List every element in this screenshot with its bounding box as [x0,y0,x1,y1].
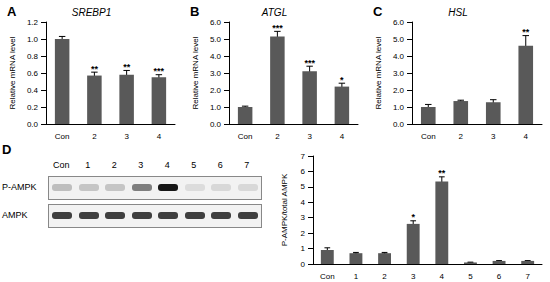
svg-text:0.0: 0.0 [393,120,405,129]
html-text:2: 2 [111,160,117,170]
svg-text:1: 1 [301,244,306,253]
svg-text:B: B [190,4,199,19]
html-text:1: 1 [85,160,91,170]
svg-text:4: 4 [440,272,445,281]
svg-text:SREBP1: SREBP1 [72,7,111,18]
svg-text:0.0: 0.0 [210,120,222,129]
svg-text:1.0: 1.0 [27,35,39,44]
svg-text:***: *** [272,23,283,33]
svg-text:5.0: 5.0 [393,35,405,44]
svg-text:3: 3 [307,132,312,141]
svg-text:P-AMPK/total AMPK: P-AMPK/total AMPK [280,173,289,246]
svg-text:7: 7 [301,152,306,161]
svg-text:HSL: HSL [448,7,467,18]
svg-text:4: 4 [524,132,529,141]
svg-text:**: ** [91,64,99,74]
svg-text:0.4: 0.4 [27,86,39,95]
svg-text:5: 5 [301,182,306,191]
svg-text:2: 2 [459,132,464,141]
svg-text:1.0: 1.0 [210,103,222,112]
html-text:4: 4 [164,160,170,170]
svg-text:6.0: 6.0 [210,18,222,27]
svg-text:C: C [373,4,383,19]
svg-text:Relative mRNA level: Relative mRNA level [8,36,17,109]
svg-text:2: 2 [92,132,97,141]
svg-text:3: 3 [301,213,306,222]
svg-text:5: 5 [468,272,473,281]
svg-text:4.0: 4.0 [210,52,222,61]
svg-text:***: *** [154,66,165,76]
html-text:P-AMPK: P-AMPK [2,182,37,192]
html-text:6: 6 [217,160,223,170]
svg-text:4: 4 [301,198,306,207]
svg-text:1.0: 1.0 [393,103,405,112]
svg-text:6: 6 [497,272,502,281]
svg-text:3: 3 [124,132,129,141]
svg-text:2: 2 [275,132,280,141]
html-text:5: 5 [191,160,197,170]
svg-text:0.6: 0.6 [27,69,39,78]
svg-text:4: 4 [340,132,345,141]
html-text:AMPK: AMPK [2,210,28,220]
html-text:3: 3 [138,160,144,170]
svg-text:Relative mRNA level: Relative mRNA level [374,36,383,109]
svg-text:6: 6 [301,167,306,176]
svg-text:0.2: 0.2 [27,103,39,112]
svg-text:3.0: 3.0 [210,69,222,78]
svg-text:5.0: 5.0 [210,35,222,44]
svg-text:Con: Con [238,132,253,141]
svg-text:3: 3 [491,132,496,141]
svg-text:Con: Con [320,272,335,281]
svg-text:*: * [411,212,415,222]
svg-text:2.0: 2.0 [393,86,405,95]
svg-text:4.0: 4.0 [393,52,405,61]
svg-text:**: ** [123,62,131,72]
svg-text:1.2: 1.2 [27,18,39,27]
svg-text:2.0: 2.0 [210,86,222,95]
svg-text:ATGL: ATGL [261,7,287,18]
svg-text:1: 1 [354,272,359,281]
svg-text:0: 0 [301,260,306,269]
svg-text:***: *** [304,58,315,68]
svg-text:0.0: 0.0 [27,120,39,129]
svg-text:**: ** [438,168,446,178]
html-text:7: 7 [244,160,250,170]
html-text:Con: Con [53,160,70,170]
svg-text:4: 4 [157,132,162,141]
svg-text:Con: Con [421,132,436,141]
html-text:D: D [2,142,12,157]
svg-text:7: 7 [525,272,530,281]
svg-text:6.0: 6.0 [393,18,405,27]
svg-text:3: 3 [411,272,416,281]
svg-text:0.8: 0.8 [27,52,39,61]
svg-text:A: A [7,4,17,19]
svg-text:3.0: 3.0 [393,69,405,78]
svg-text:2: 2 [301,229,306,238]
svg-text:Con: Con [55,132,70,141]
svg-text:2: 2 [382,272,387,281]
svg-text:Relative mRNA level: Relative mRNA level [191,36,200,109]
svg-text:*: * [340,75,344,85]
svg-text:**: ** [522,27,530,37]
